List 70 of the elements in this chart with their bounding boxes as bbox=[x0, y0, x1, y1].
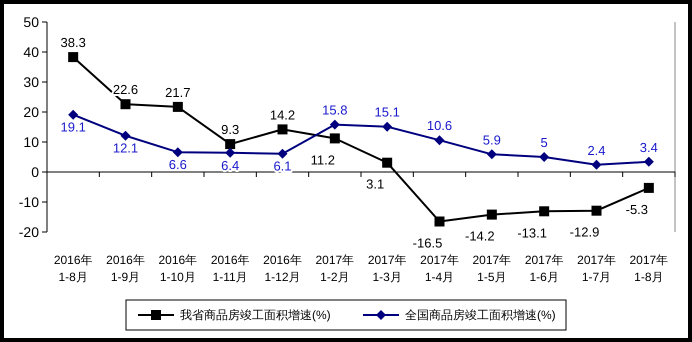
x-tick-label: 2016年 1-11月 bbox=[210, 253, 250, 284]
point bbox=[172, 147, 183, 158]
point bbox=[644, 156, 654, 167]
data-label: 3.1 bbox=[366, 176, 384, 192]
x-tick-label: 2016年 1-10月 bbox=[158, 253, 198, 284]
data-label: -12.9 bbox=[570, 224, 600, 240]
data-label: 11.2 bbox=[310, 152, 336, 168]
data-label: 21.7 bbox=[165, 84, 190, 100]
legend-label: 全国商品房竣工面积增速(%) bbox=[405, 308, 556, 322]
point bbox=[486, 210, 497, 220]
legend-label: 我省商品房竣工面积增速(%) bbox=[180, 308, 331, 322]
y-tick-label: -20 bbox=[18, 224, 40, 240]
y-tick-label: 30 bbox=[23, 74, 40, 90]
x-tick-label: 2017年 1-2月 bbox=[315, 253, 354, 284]
data-label: 9.3 bbox=[221, 122, 240, 138]
point bbox=[68, 110, 78, 120]
y-tick-label: 10 bbox=[23, 134, 40, 150]
point bbox=[486, 149, 497, 160]
x-tick-label: 2017年 1-6月 bbox=[524, 253, 564, 284]
point bbox=[278, 148, 288, 159]
y-tick-label: 0 bbox=[31, 164, 40, 180]
point bbox=[644, 182, 654, 193]
point bbox=[382, 158, 392, 168]
data-label: -5.3 bbox=[626, 202, 648, 217]
point bbox=[278, 124, 288, 134]
point bbox=[120, 130, 130, 141]
x-tick-label: 2016年 1-8月 bbox=[54, 253, 93, 284]
point bbox=[592, 160, 602, 170]
data-label: 6.6 bbox=[168, 157, 187, 172]
x-tick-label: 2017年 1-8月 bbox=[629, 253, 668, 284]
data-label: 2.4 bbox=[587, 142, 606, 158]
x-tick-label: 2017年 1-5月 bbox=[472, 253, 512, 284]
point bbox=[172, 102, 183, 112]
data-label: 10.6 bbox=[426, 118, 452, 134]
y-tick-label: -10 bbox=[18, 194, 40, 210]
point bbox=[225, 139, 236, 150]
data-label: 5.9 bbox=[482, 132, 501, 148]
x-tick-label: 2017年 1-4月 bbox=[420, 253, 459, 284]
x-tick-label: 2017年 1-3月 bbox=[368, 253, 407, 284]
data-label: -16.5 bbox=[412, 236, 442, 250]
data-label: 15.1 bbox=[374, 104, 400, 120]
y-tick-label: 40 bbox=[23, 44, 40, 60]
data-label: -14.2 bbox=[465, 228, 495, 244]
point bbox=[434, 216, 444, 226]
x-tick-label: 2016年 1-9月 bbox=[106, 253, 145, 284]
data-label: 3.4 bbox=[640, 140, 658, 155]
data-label: 19.1 bbox=[60, 120, 86, 135]
point bbox=[225, 148, 236, 158]
data-label: 38.3 bbox=[60, 35, 86, 50]
data-label: 14.2 bbox=[270, 107, 296, 122]
point bbox=[120, 99, 130, 110]
y-tick-label: 20 bbox=[23, 104, 40, 120]
data-label: 12.1 bbox=[112, 140, 138, 156]
point bbox=[592, 206, 602, 216]
point bbox=[434, 135, 444, 146]
data-label: -13.1 bbox=[517, 225, 547, 240]
x-tick-label: 2016年 1-12月 bbox=[263, 253, 302, 284]
point bbox=[382, 122, 392, 132]
data-label: 5 bbox=[540, 135, 548, 150]
point bbox=[330, 133, 340, 144]
point bbox=[539, 206, 550, 216]
data-label: 6.4 bbox=[221, 158, 240, 173]
point bbox=[330, 120, 340, 130]
data-label: 6.1 bbox=[273, 158, 292, 174]
point bbox=[68, 52, 78, 62]
point bbox=[539, 152, 550, 162]
data-label: 22.6 bbox=[112, 82, 138, 98]
x-tick-label: 2017年 1-7月 bbox=[577, 253, 616, 284]
data-label: 15.8 bbox=[322, 102, 348, 118]
y-tick-label: 50 bbox=[23, 14, 40, 30]
